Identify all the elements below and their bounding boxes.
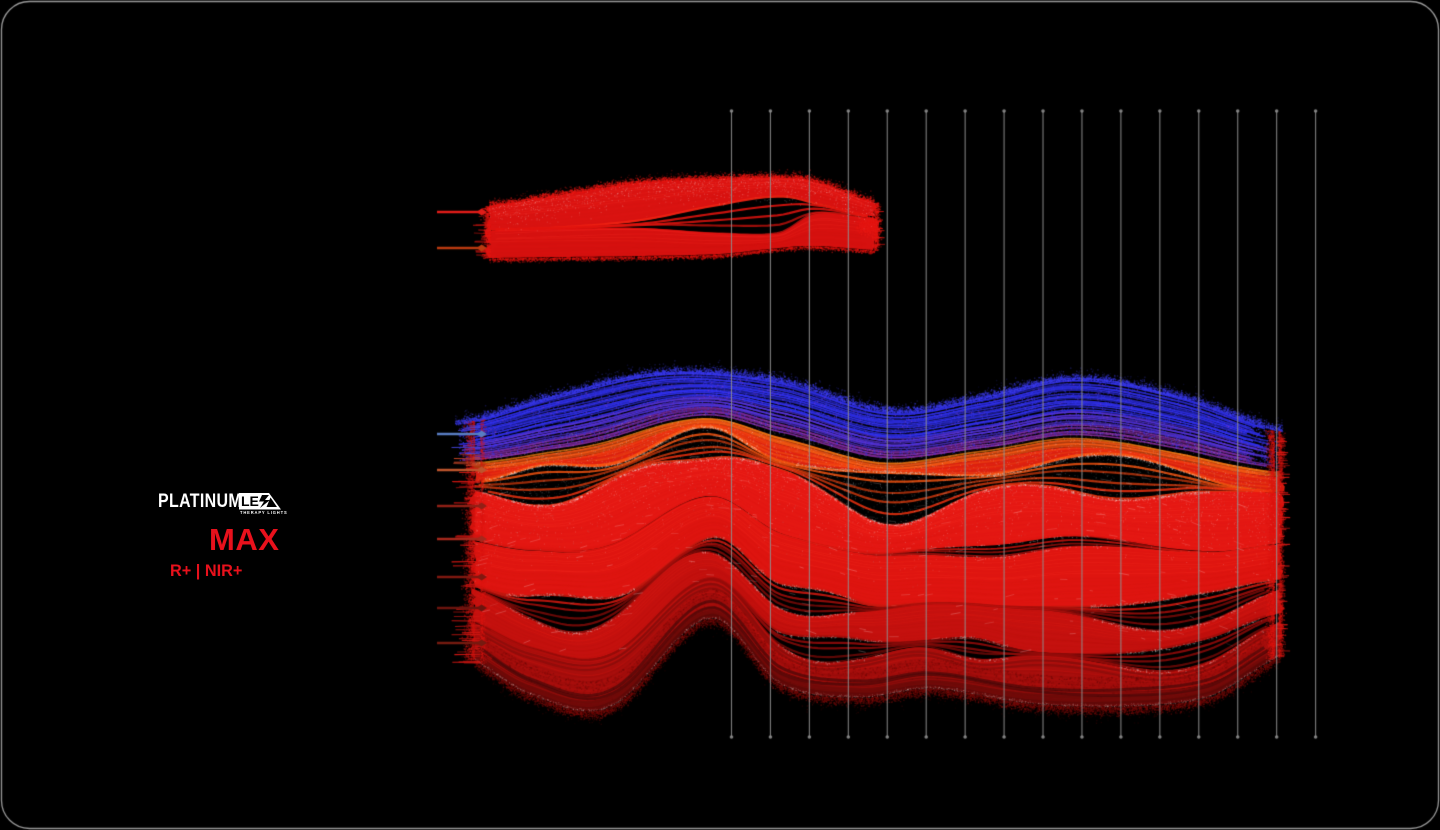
svg-text:LE: LE xyxy=(241,493,259,509)
